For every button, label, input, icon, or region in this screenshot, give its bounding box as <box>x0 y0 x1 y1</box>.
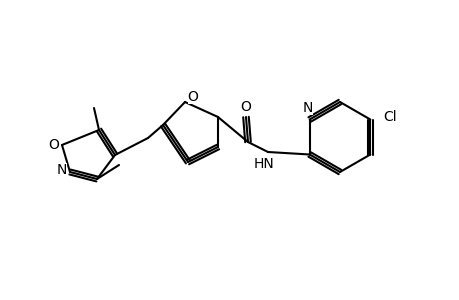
Text: N: N <box>57 163 67 177</box>
Text: Cl: Cl <box>383 110 396 124</box>
Text: N: N <box>302 100 312 115</box>
Text: O: O <box>240 100 251 114</box>
Text: O: O <box>49 138 59 152</box>
Text: HN: HN <box>253 157 274 171</box>
Text: O: O <box>187 90 198 104</box>
